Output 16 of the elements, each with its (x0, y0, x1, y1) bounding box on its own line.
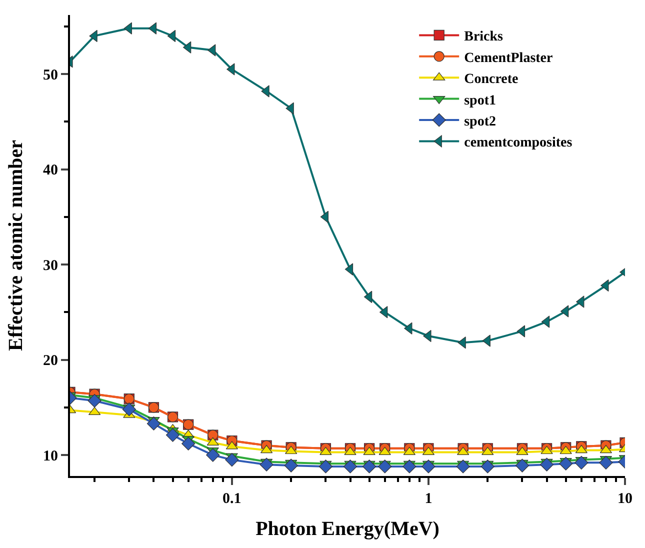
y-tick-label: 20 (43, 353, 58, 370)
y-tick-label: 50 (43, 67, 58, 84)
x-tick-label: 0.1 (222, 491, 242, 507)
legend-label: Concrete (464, 72, 518, 88)
legend-label: spot2 (464, 114, 496, 130)
y-axis-title: Effective atomic number (5, 140, 27, 352)
y-tick-label: 40 (43, 162, 58, 179)
x-tick-label: 10 (618, 491, 632, 507)
legend-label: Bricks (464, 30, 504, 45)
y-tick-label: 10 (43, 448, 58, 464)
x-axis-title: Photon Energy(MeV) (256, 518, 440, 540)
legend-label: cementcomposites (464, 136, 573, 151)
y-tick-label: 30 (43, 258, 58, 274)
legend-label: CementPlaster (464, 50, 553, 66)
legend-label: spot1 (464, 93, 496, 108)
x-tick-label: 1 (424, 491, 432, 507)
